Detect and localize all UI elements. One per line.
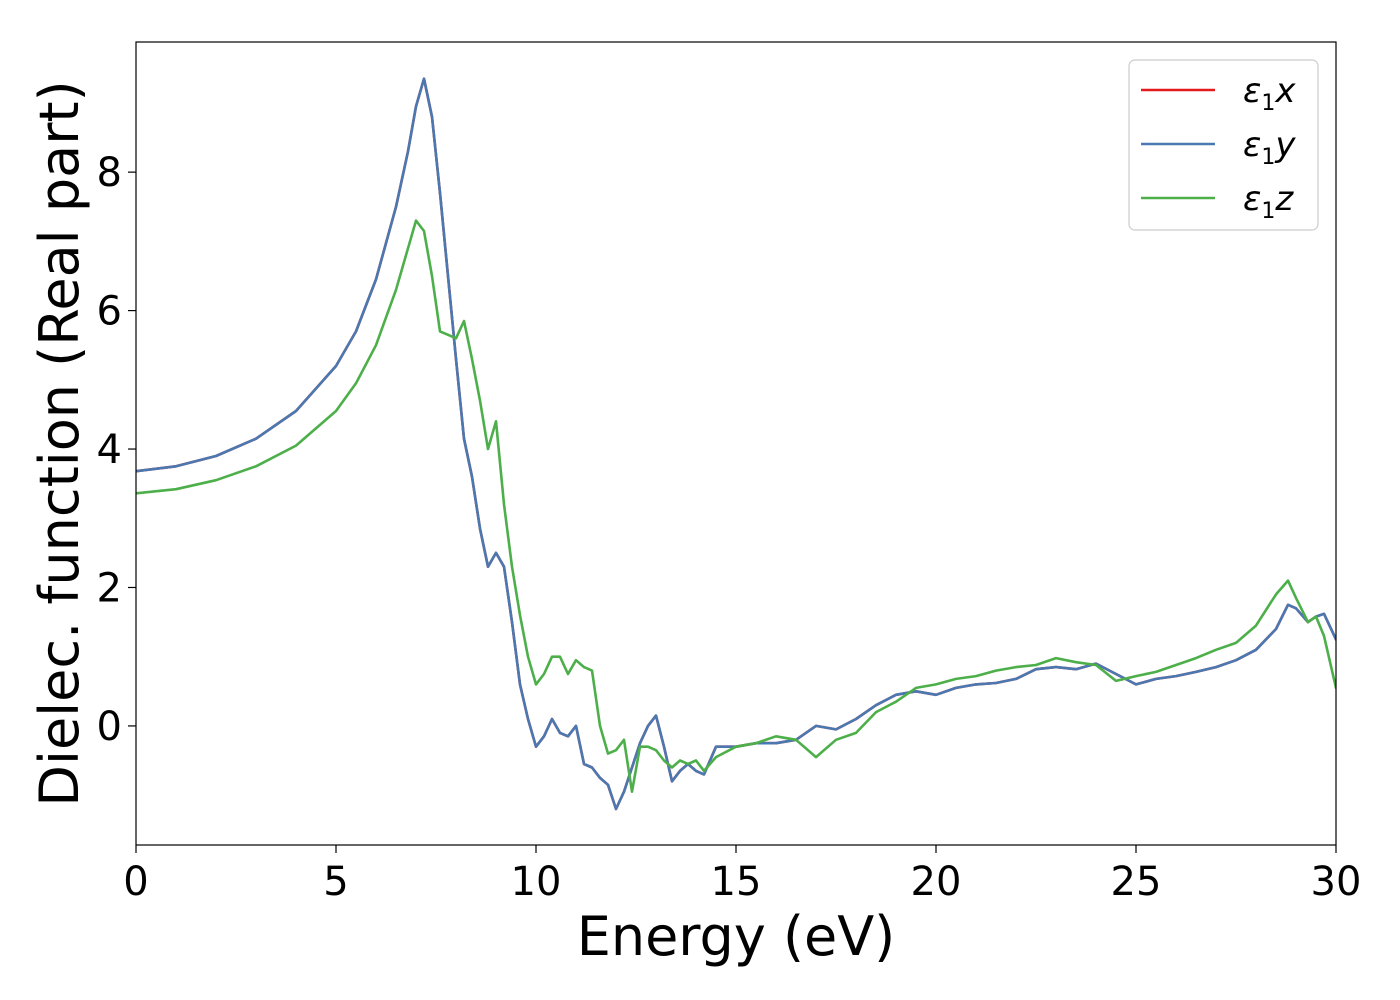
y-tick-label: 8 bbox=[97, 150, 122, 196]
y-tick-label: 4 bbox=[97, 427, 122, 473]
x-axis-label: Energy (eV) bbox=[577, 905, 896, 968]
x-axis: 0 5 10 15 20 25 30 bbox=[123, 845, 1361, 905]
x-tick-label: 0 bbox=[123, 859, 148, 905]
x-tick-label: 5 bbox=[323, 859, 348, 905]
x-tick-label: 10 bbox=[511, 859, 562, 905]
legend-box bbox=[1128, 59, 1319, 231]
y-axis-label: Dielec. function (Real part) bbox=[28, 80, 91, 806]
legend-label-x: ε1x bbox=[1243, 71, 1296, 116]
legend: ε1x ε1y ε1z bbox=[1128, 59, 1319, 231]
y-tick-label: 2 bbox=[97, 565, 122, 611]
legend-label-y: ε1y bbox=[1243, 125, 1296, 170]
legend-label-z: ε1z bbox=[1243, 179, 1294, 224]
series-layer bbox=[136, 77, 1336, 811]
series-line-z bbox=[136, 219, 1336, 793]
y-tick-label: 0 bbox=[97, 704, 122, 750]
x-tick-label: 15 bbox=[711, 859, 762, 905]
x-tick-label: 25 bbox=[1111, 859, 1162, 905]
x-tick-label: 30 bbox=[1311, 859, 1362, 905]
y-tick-label: 6 bbox=[97, 289, 122, 335]
x-tick-label: 20 bbox=[911, 859, 962, 905]
y-axis: 0 2 4 6 8 bbox=[97, 150, 136, 750]
